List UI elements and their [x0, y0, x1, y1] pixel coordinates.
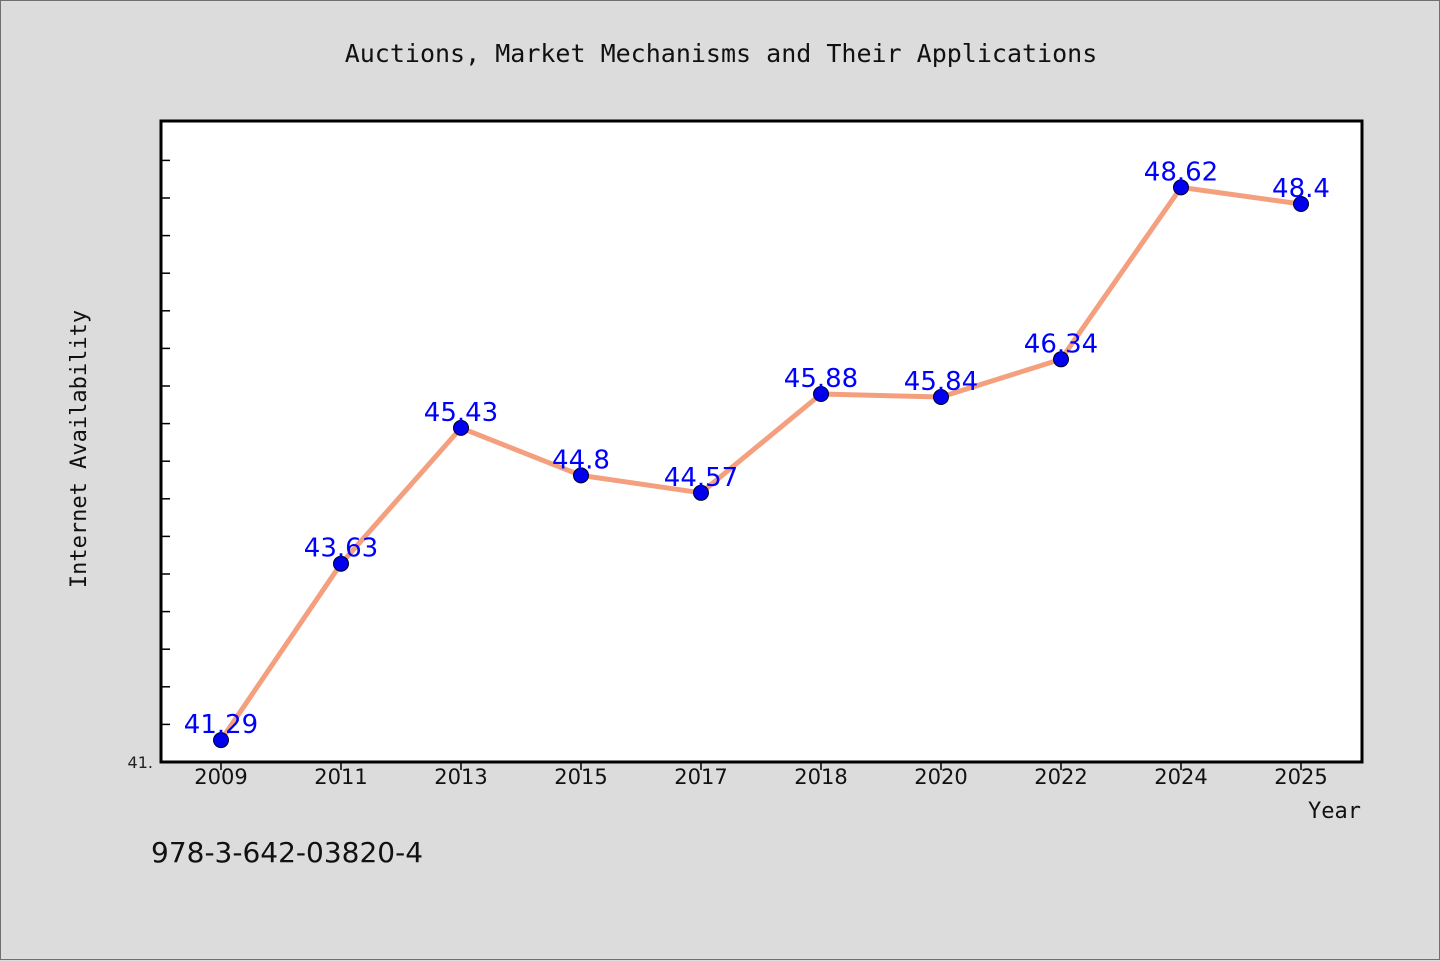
data-point [1293, 196, 1309, 212]
data-labels: 41.29 43.63 45.43 44.8 44.57 45.88 45.84 46.34 4… [184, 157, 1330, 740]
chart-title: Auctions, Market Mechanisms and Their Ap… [345, 39, 1098, 68]
data-point [213, 732, 229, 749]
data-point [1173, 179, 1189, 196]
data-label: 41.29 [184, 710, 258, 740]
x-tick-label: 2024 [1154, 765, 1207, 789]
y-axis-ticks [161, 159, 170, 763]
data-label: 43.63 [304, 534, 378, 564]
data-label: 44.8 [552, 445, 610, 475]
data-point [573, 467, 589, 484]
data-label: 48.4 [1272, 174, 1330, 204]
data-point [693, 484, 709, 501]
x-tick-label: 2011 [314, 765, 367, 789]
data-label: 45.88 [784, 364, 858, 394]
x-axis-tick-labels: 2009 2011 2013 2015 2017 2018 2020 2022 2024 2025 [194, 765, 1327, 789]
y-tick-label: 41. [128, 753, 153, 772]
data-point [813, 386, 829, 402]
x-tick-label: 2017 [674, 765, 727, 789]
x-tick-label: 2015 [554, 765, 607, 789]
y-axis-label: Internet Availability [67, 310, 92, 588]
data-point [1053, 351, 1069, 368]
data-point [333, 555, 349, 572]
x-tick-label: 2022 [1034, 765, 1087, 789]
x-tick-label: 2013 [434, 765, 487, 789]
x-tick-label: 2020 [914, 765, 967, 789]
footnote-isbn: 978-3-642-03820-4 [151, 836, 423, 869]
data-label: 44.57 [664, 463, 738, 493]
data-label: 46.34 [1024, 329, 1098, 359]
x-axis-label: Year [1308, 799, 1361, 824]
data-point [453, 419, 469, 436]
data-label: 45.43 [424, 398, 498, 428]
data-label: 48.62 [1144, 157, 1218, 187]
data-point [933, 389, 949, 405]
x-tick-label: 2018 [794, 765, 847, 789]
data-label: 45.84 [904, 367, 978, 397]
series-line [218, 184, 1304, 743]
series-points [213, 179, 1309, 749]
x-tick-label: 2009 [194, 765, 247, 789]
x-axis-ticks [220, 762, 1302, 770]
x-tick-label: 2025 [1274, 765, 1327, 789]
